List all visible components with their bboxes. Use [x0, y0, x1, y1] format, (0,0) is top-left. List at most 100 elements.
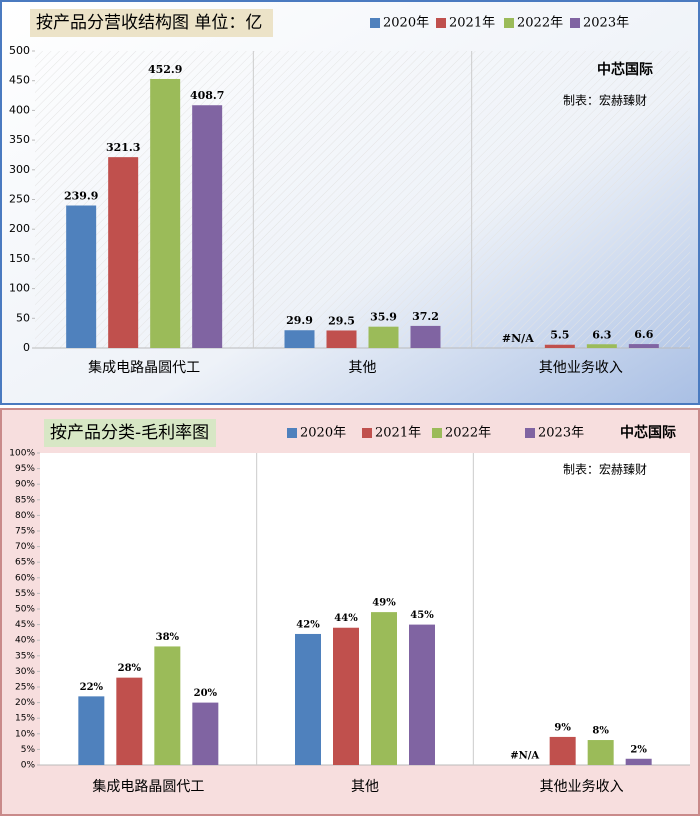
- bar: [284, 330, 315, 348]
- annotation: 中芯国际: [620, 424, 676, 441]
- data-label: #N/A: [510, 751, 539, 762]
- data-label: 321.3: [106, 141, 140, 154]
- bar: [66, 205, 97, 348]
- data-label: 28%: [118, 663, 142, 674]
- y-tick-label: 5%: [21, 745, 36, 755]
- bar: [410, 325, 441, 348]
- y-tick-label: 450: [9, 74, 30, 87]
- legend-swatch: [362, 428, 372, 438]
- y-tick-label: 65%: [15, 558, 35, 568]
- legend-label: 2020年: [300, 426, 346, 441]
- y-tick-label: 45%: [15, 620, 35, 630]
- title-box: [30, 9, 273, 37]
- x-tick-label: 集成电路晶圆代工: [88, 359, 200, 376]
- data-label: 35.9: [370, 311, 397, 324]
- data-label: 29.5: [328, 314, 355, 327]
- data-label: 9%: [554, 722, 571, 733]
- y-tick-label: 350: [9, 133, 30, 146]
- legend-swatch: [436, 18, 446, 28]
- data-label: 45%: [410, 610, 434, 621]
- bar: [326, 330, 357, 348]
- y-tick-label: 25%: [15, 683, 35, 693]
- data-label: 38%: [156, 632, 180, 643]
- legend-swatch: [504, 18, 514, 28]
- bar: [192, 702, 219, 765]
- data-label: 5.5: [550, 329, 569, 342]
- y-tick-label: 35%: [15, 651, 35, 661]
- y-tick-label: 10%: [15, 729, 35, 739]
- y-tick-label: 15%: [15, 714, 35, 724]
- y-tick-label: 55%: [15, 589, 35, 599]
- bar: [371, 612, 397, 765]
- bar: [625, 758, 652, 765]
- y-tick-label: 80%: [15, 511, 35, 521]
- bar: [368, 326, 399, 348]
- y-tick-label: 75%: [15, 527, 35, 537]
- legend-label: 2023年: [538, 426, 584, 441]
- legend-label: 2022年: [517, 16, 563, 31]
- annotation: 制表：宏赫臻财: [563, 462, 647, 477]
- legend-swatch: [525, 428, 535, 438]
- legend-label: 2022年: [445, 426, 491, 441]
- y-tick-label: 95%: [15, 464, 35, 474]
- y-tick-label: 100%: [9, 449, 35, 459]
- y-tick-label: 60%: [15, 573, 35, 583]
- y-tick-label: 20%: [15, 698, 35, 708]
- y-tick-label: 90%: [15, 480, 35, 490]
- bar: [544, 344, 575, 348]
- bar: [587, 740, 614, 765]
- y-tick-label: 40%: [15, 636, 35, 646]
- data-label: 408.7: [190, 89, 224, 102]
- bar: [116, 677, 143, 765]
- x-tick-label: 其他业务收入: [540, 779, 624, 795]
- bar: [409, 624, 435, 765]
- bar: [108, 157, 139, 348]
- data-label: 20%: [194, 688, 218, 699]
- data-label: 239.9: [64, 189, 98, 202]
- legend-label: 2020年: [383, 16, 429, 31]
- data-label: 452.9: [148, 63, 182, 76]
- plot-area: [35, 51, 690, 348]
- data-label: 44%: [334, 613, 358, 624]
- x-tick-label: 其他: [351, 779, 379, 795]
- data-label: 22%: [80, 682, 104, 693]
- bar: [549, 736, 576, 765]
- data-label: 2%: [630, 744, 647, 755]
- y-tick-label: 50: [16, 311, 30, 324]
- bar: [154, 646, 181, 765]
- annotation: 中芯国际: [597, 61, 653, 78]
- y-tick-label: 70%: [15, 542, 35, 552]
- bar: [150, 78, 181, 348]
- bar: [586, 344, 617, 348]
- data-label: 42%: [296, 619, 320, 630]
- data-label: 37.2: [412, 310, 439, 323]
- legend-swatch: [432, 428, 442, 438]
- bar: [295, 633, 321, 765]
- bar: [192, 105, 223, 348]
- data-label: 6.3: [592, 328, 611, 341]
- legend-swatch: [370, 18, 380, 28]
- y-tick-label: 100: [9, 282, 30, 295]
- y-tick-label: 30%: [15, 667, 35, 677]
- y-tick-label: 400: [9, 103, 30, 116]
- x-tick-label: 其他业务收入: [539, 360, 623, 376]
- y-tick-label: 50%: [15, 605, 35, 615]
- plot-area: [40, 453, 690, 765]
- bar: [628, 344, 659, 348]
- y-tick-label: 0%: [21, 761, 36, 771]
- bar: [333, 627, 359, 765]
- legend-label: 2021年: [449, 16, 495, 31]
- data-label: 8%: [592, 726, 609, 737]
- data-label: 49%: [372, 598, 396, 609]
- chart-title: 按产品分营收结构图 单位：亿: [36, 13, 262, 33]
- x-tick-label: 其他: [349, 360, 377, 376]
- y-tick-label: 85%: [15, 495, 35, 505]
- y-tick-label: 200: [9, 222, 30, 235]
- x-tick-label: 集成电路晶圆代工: [92, 778, 204, 795]
- y-tick-label: 150: [9, 252, 30, 265]
- title-box: [44, 419, 216, 447]
- data-label: #N/A: [502, 332, 534, 345]
- data-label: 6.6: [634, 328, 653, 341]
- annotation: 制表：宏赫臻财: [563, 93, 647, 108]
